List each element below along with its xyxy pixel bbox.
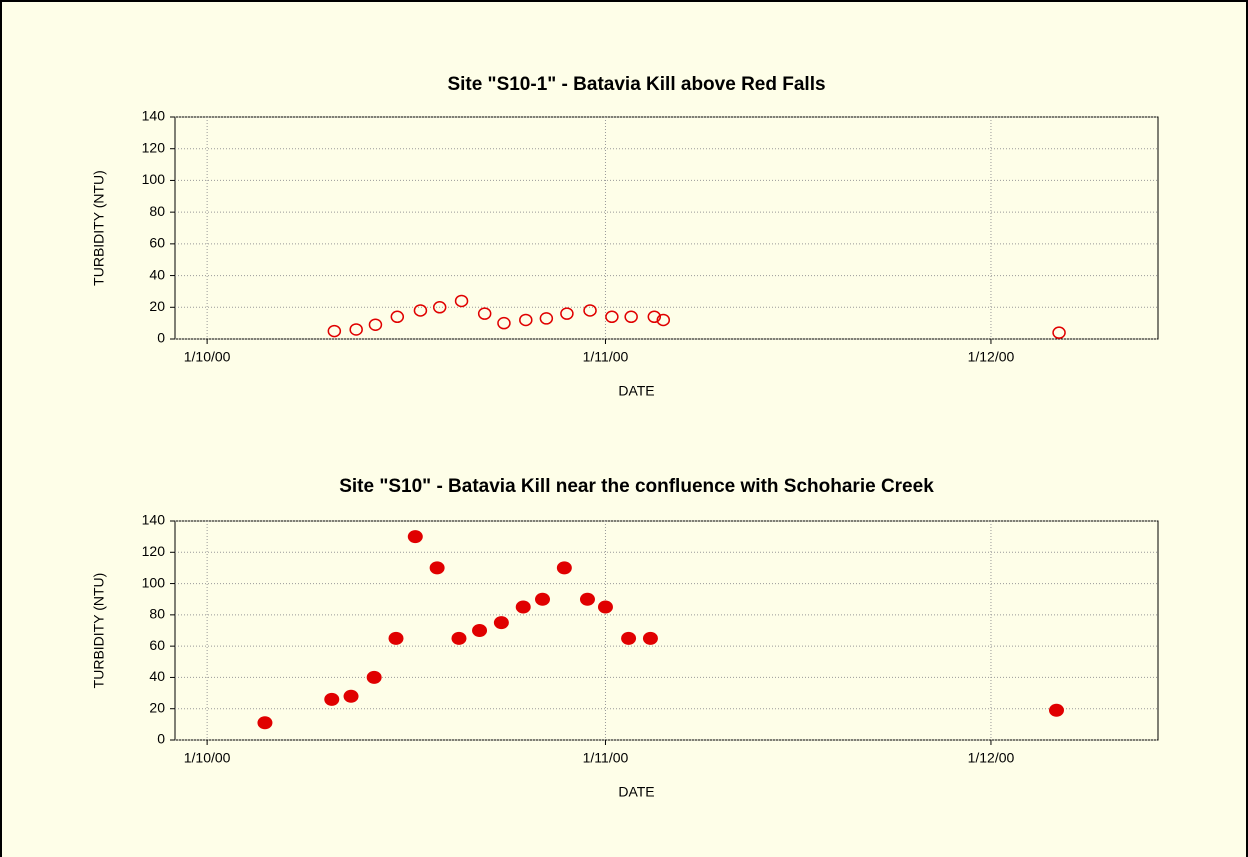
plot-area [174, 116, 1159, 340]
data-point [432, 301, 447, 314]
y-tick-label: 40 [149, 668, 165, 684]
data-point [257, 716, 273, 730]
y-tick-label: 140 [142, 108, 166, 124]
data-point [477, 307, 492, 320]
y-tick-label: 20 [149, 699, 165, 715]
y-tick-label: 60 [149, 235, 165, 251]
x-tick-label: 1/12/00 [968, 349, 1015, 365]
data-point [451, 631, 467, 645]
x-axis-label: DATE [618, 784, 654, 800]
y-tick-label: 120 [142, 543, 166, 559]
plot-area [174, 520, 1159, 741]
chart-title: Site "S10-1" - Batavia Kill above Red Fa… [447, 74, 825, 95]
data-point [368, 318, 383, 331]
data-point [324, 692, 340, 706]
y-tick-label: 80 [149, 203, 165, 219]
data-point [1052, 326, 1066, 339]
data-point [388, 631, 404, 645]
y-tick-label: 20 [149, 298, 165, 314]
y-tick-label: 0 [157, 330, 165, 346]
x-axis-label: DATE [618, 383, 654, 399]
y-tick-label: 120 [142, 139, 166, 155]
data-point [579, 592, 595, 606]
data-point [1048, 703, 1064, 717]
data-point [656, 313, 671, 327]
data-point [497, 316, 511, 330]
chart-title: Site "S10" - Batavia Kill near the confl… [339, 476, 934, 497]
y-tick-label: 140 [142, 512, 166, 528]
data-point [407, 530, 423, 544]
data-point [327, 324, 342, 338]
x-tick-label: 1/12/00 [968, 750, 1015, 766]
data-point [597, 600, 613, 614]
y-axis-label: TURBIDITY (NTU) [91, 170, 107, 286]
x-tick-label: 1/10/00 [184, 750, 231, 766]
data-point [642, 631, 658, 645]
y-tick-label: 80 [149, 606, 165, 622]
data-point [535, 592, 551, 606]
y-axis-label: TURBIDITY (NTU) [91, 573, 107, 689]
data-point [429, 561, 445, 575]
y-tick-label: 60 [149, 637, 165, 653]
y-tick-label: 0 [157, 731, 165, 747]
data-point [519, 313, 533, 327]
data-point [454, 294, 469, 308]
data-point [366, 670, 382, 684]
data-point [583, 304, 597, 317]
data-point [390, 310, 405, 324]
data-point [413, 304, 428, 317]
data-point [560, 307, 574, 320]
data-point [493, 616, 509, 630]
data-point [621, 631, 637, 645]
y-tick-label: 100 [142, 171, 166, 187]
x-tick-label: 1/11/00 [583, 349, 629, 365]
data-point [343, 689, 359, 703]
data-point [349, 323, 363, 336]
data-point [605, 310, 619, 324]
data-point [515, 600, 531, 614]
data-point [472, 624, 488, 637]
x-tick-label: 1/10/00 [184, 349, 231, 365]
data-point [647, 310, 662, 324]
data-point [624, 310, 638, 324]
data-point [539, 312, 554, 325]
y-tick-label: 40 [149, 266, 165, 282]
data-point [556, 561, 572, 575]
y-tick-label: 100 [142, 574, 166, 590]
x-tick-label: 1/11/00 [583, 750, 629, 766]
